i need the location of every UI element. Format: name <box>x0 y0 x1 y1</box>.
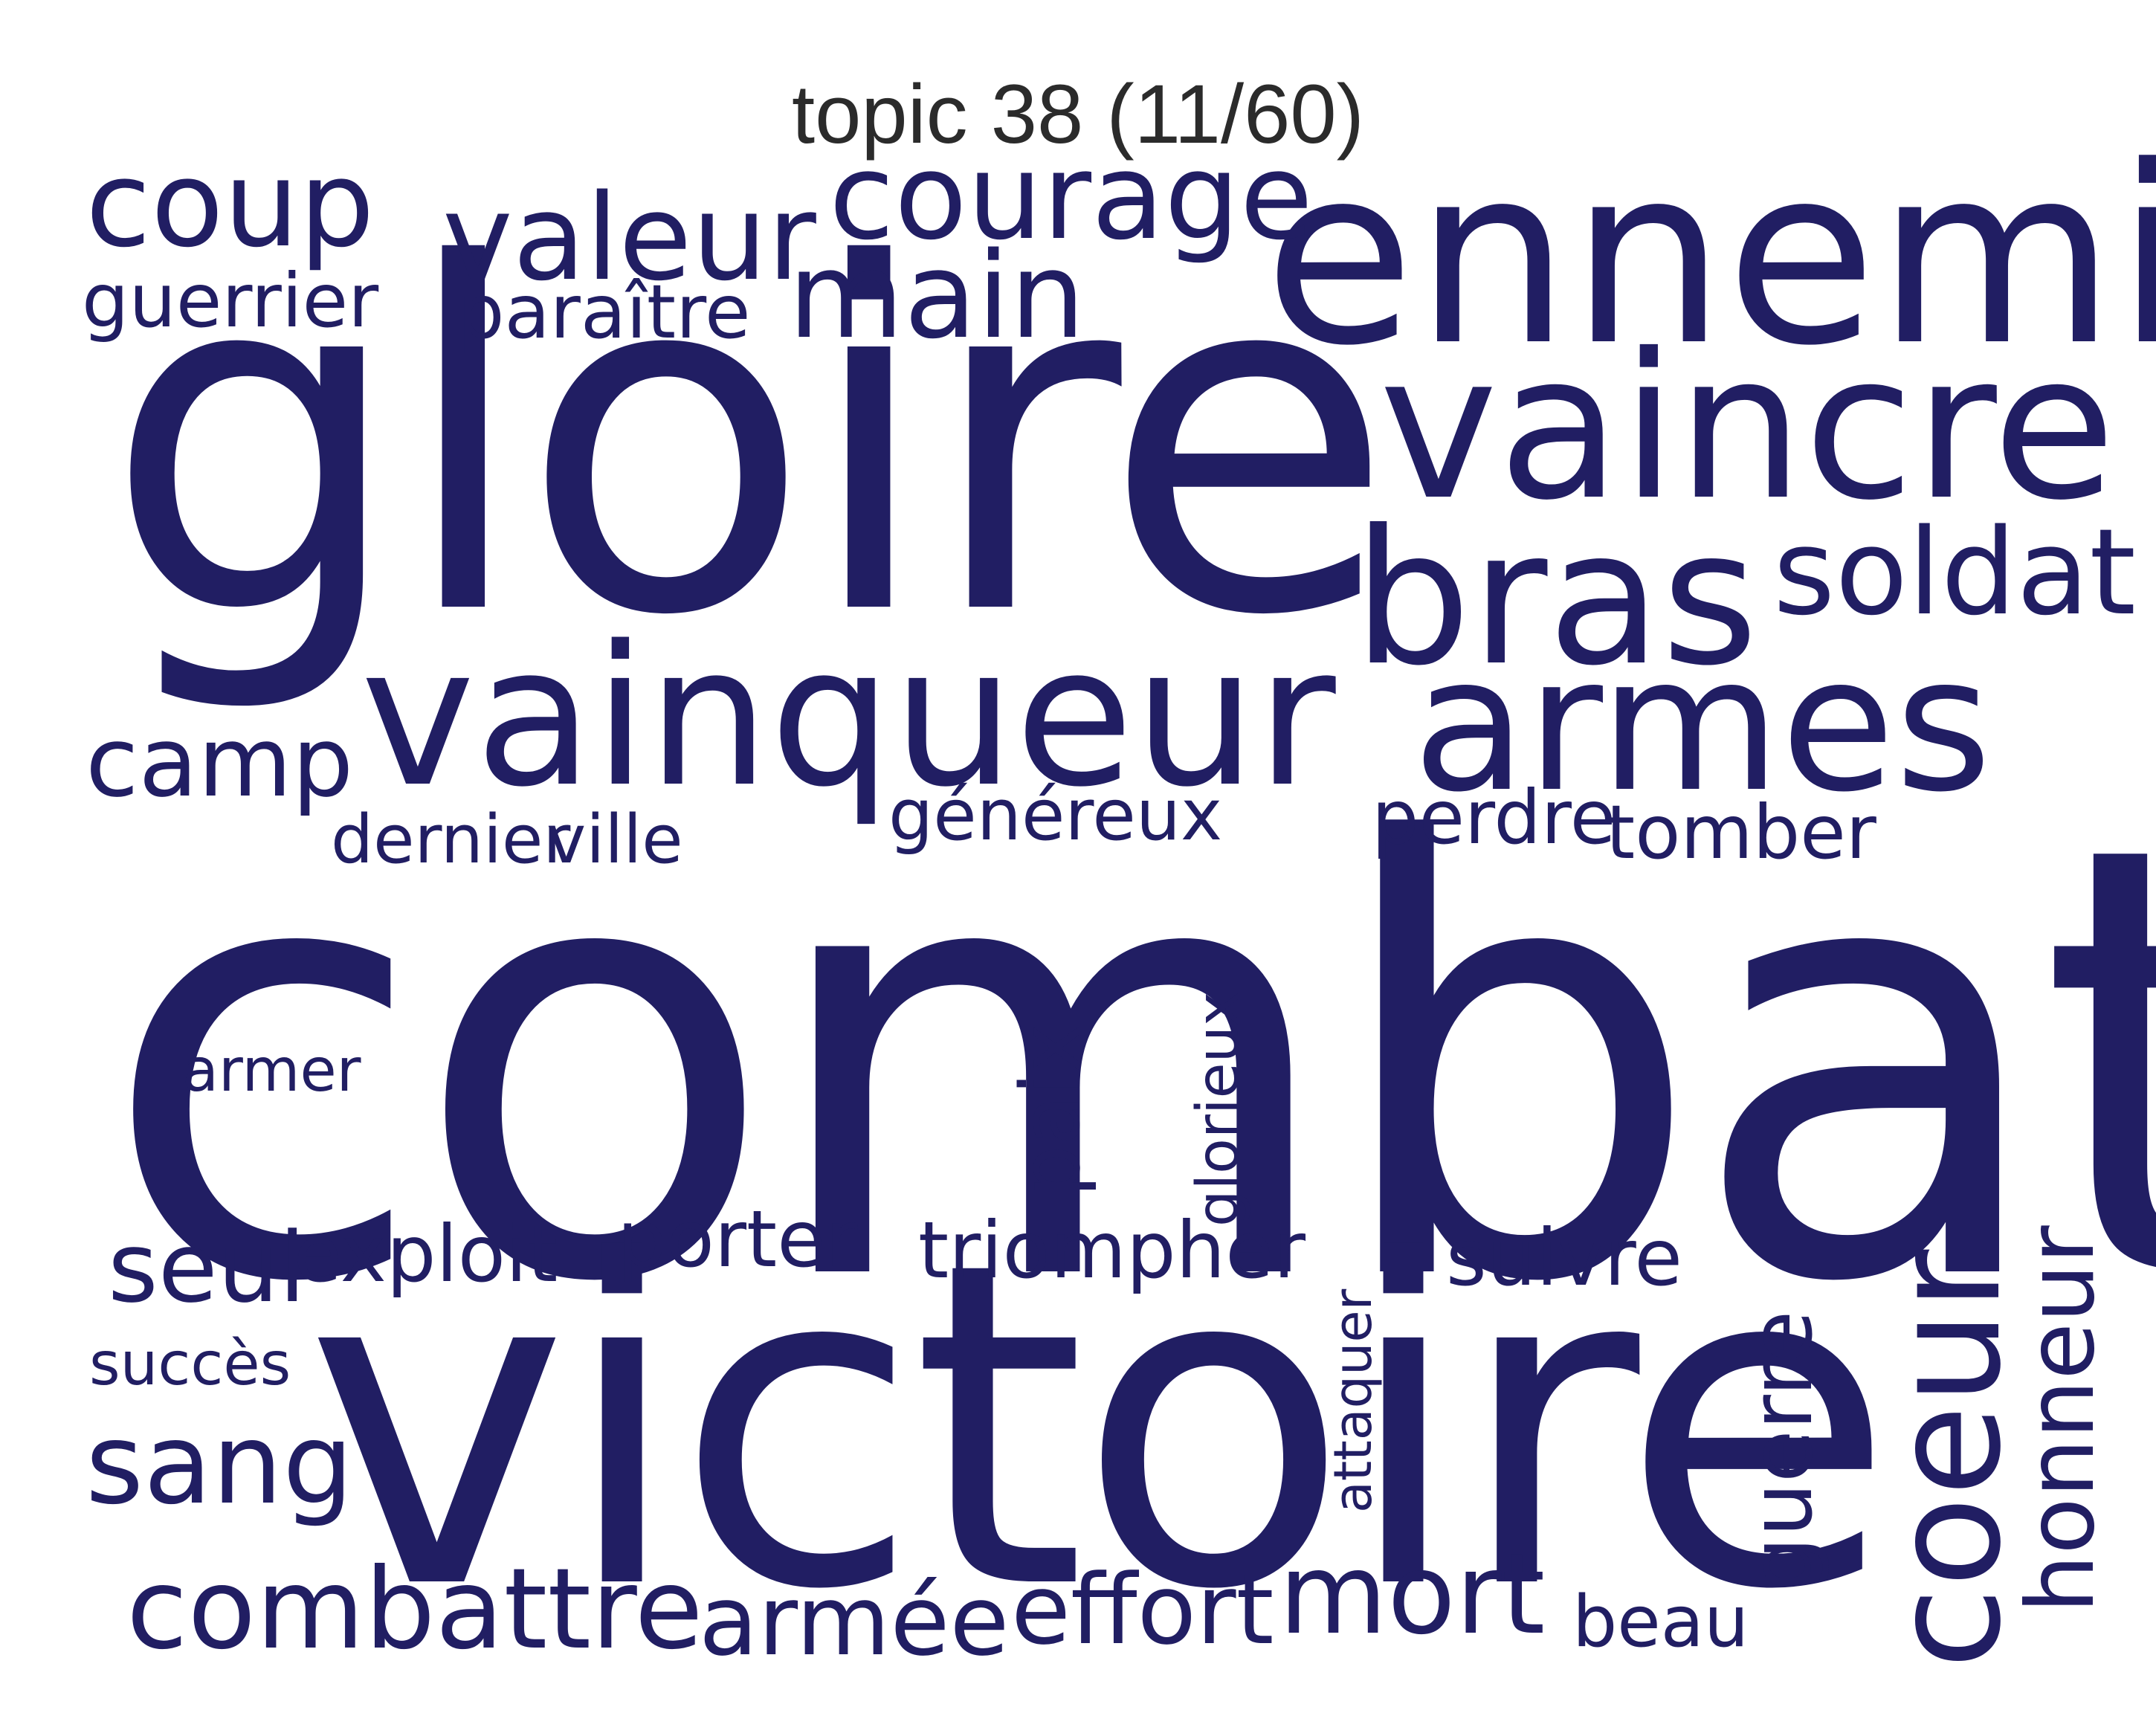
word-vaincre: vaincre <box>1379 310 2117 544</box>
word-attaquer: attaquer <box>1323 1288 1384 1513</box>
word-succes: succès <box>89 1329 291 1398</box>
word-honneur: honneur <box>2007 1225 2115 1613</box>
word-armee: armée <box>699 1564 1010 1677</box>
word-combat: combat <box>100 719 2156 1412</box>
word-guerre: guerre <box>1732 1310 1832 1591</box>
word-victoire: victoire <box>305 1167 1895 1687</box>
word-effort: effort <box>1011 1553 1274 1666</box>
word-exploit: exploit <box>294 1209 558 1300</box>
word-main: main <box>788 226 1085 365</box>
word-paraitre: paraître <box>457 268 751 355</box>
word-armer: armer <box>182 1036 361 1105</box>
word-glorieux: glorieux <box>1185 991 1252 1227</box>
word-combattre: combattre <box>126 1545 703 1674</box>
word-dernier: dernier <box>331 801 571 879</box>
word-tomber: tomber <box>1606 789 1876 876</box>
word-ville: ville <box>546 801 683 879</box>
word-genereux: généreux <box>888 775 1223 856</box>
word-coup: coup <box>85 135 375 274</box>
word-valeur: valeur <box>442 168 816 307</box>
word-camp: camp <box>85 706 354 819</box>
word-courage: courage <box>829 127 1314 266</box>
word-armes: armes <box>1413 616 1992 833</box>
word-porter: porter <box>617 1194 857 1285</box>
word-sang: sang <box>85 1400 354 1529</box>
word-mort: mort <box>1279 1530 1546 1659</box>
word-beau: beau <box>1572 1581 1749 1663</box>
word-bras: bras <box>1353 490 1758 706</box>
word-soldat: soldat <box>1773 503 2137 642</box>
word-gloire: gloire <box>104 165 1395 719</box>
word-guerrier: guerrier <box>82 257 379 344</box>
word-seul: seul <box>108 1211 306 1324</box>
word-coeur: coeur <box>1861 1249 2034 1669</box>
word-suivre: suivre <box>1446 1213 1683 1303</box>
word-triompher: triompher <box>918 1205 1306 1296</box>
word-perdre: perdre <box>1372 774 1616 861</box>
word-ennemi: ennemi <box>1264 114 2156 399</box>
chart-title: topic 38 (11/60) <box>792 68 1364 161</box>
word-vainqueur: vainqueur <box>361 605 1336 830</box>
word-paix: paix <box>1003 1024 1098 1197</box>
